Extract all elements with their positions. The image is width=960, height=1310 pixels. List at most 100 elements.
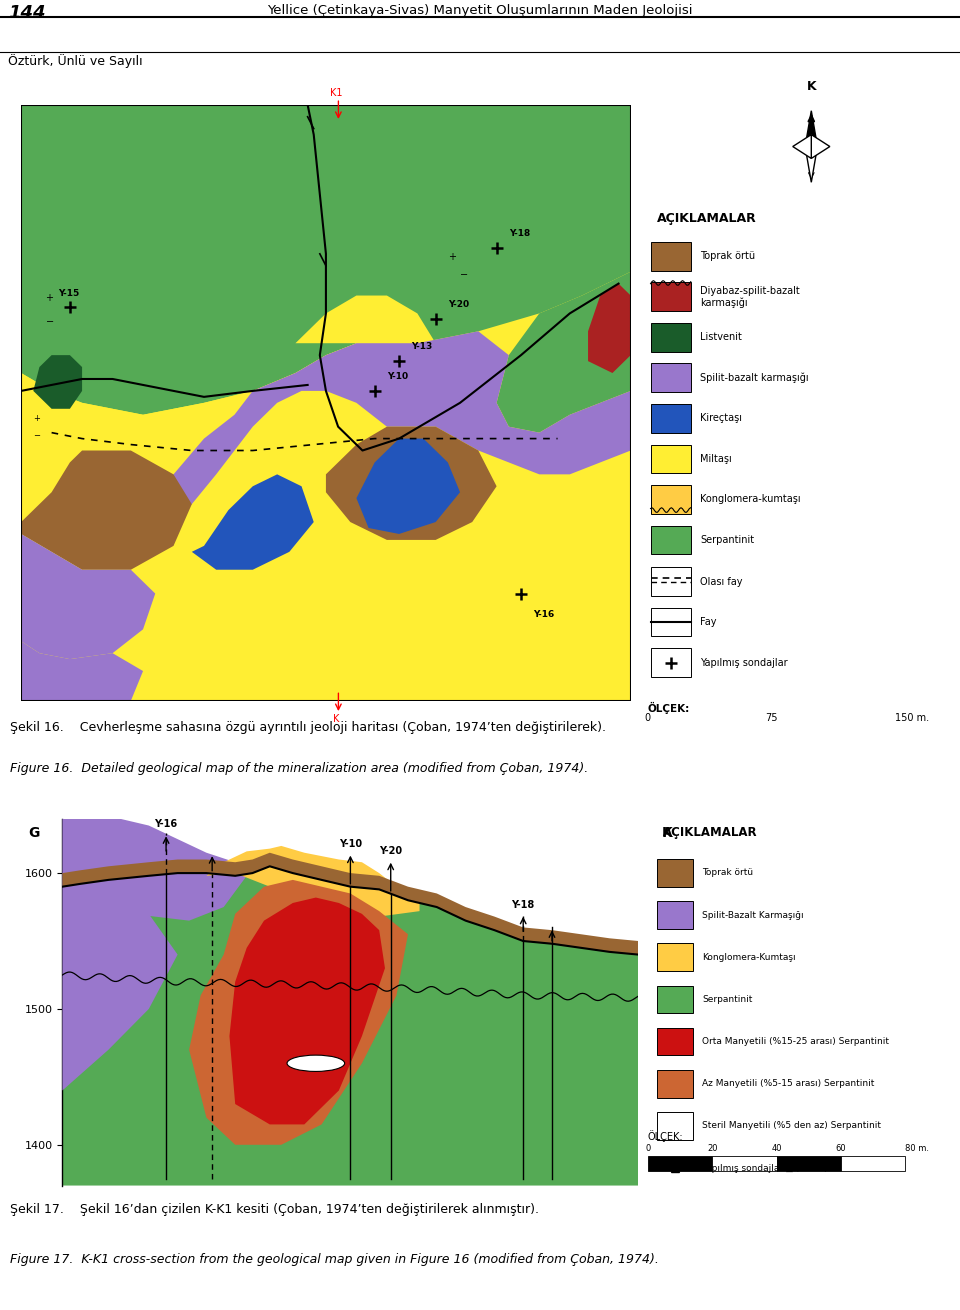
Bar: [651, 648, 691, 677]
Polygon shape: [805, 147, 818, 182]
Polygon shape: [62, 866, 638, 1186]
Text: Toprak örtü: Toprak örtü: [703, 869, 754, 878]
Text: Diyabaz-spilit-bazalt
karmaşığı: Diyabaz-spilit-bazalt karmaşığı: [700, 286, 800, 308]
Text: 0: 0: [644, 713, 651, 723]
Text: +: +: [45, 293, 54, 304]
Bar: [651, 444, 691, 473]
Text: Y-10: Y-10: [387, 372, 408, 381]
Polygon shape: [156, 331, 631, 521]
Polygon shape: [21, 343, 418, 534]
Bar: [651, 283, 691, 310]
Text: Y-16: Y-16: [155, 819, 178, 829]
Text: Fay: Fay: [700, 617, 716, 627]
Text: −: −: [45, 317, 54, 328]
Text: 75: 75: [765, 713, 778, 723]
Polygon shape: [21, 451, 192, 570]
Text: Orta Manyetili (%15-25 arası) Serpantinit: Orta Manyetili (%15-25 arası) Serpantini…: [703, 1038, 889, 1047]
Text: Toprak örtü: Toprak örtü: [700, 252, 756, 261]
Text: Figure 16.  Detailed geological map of the mineralization area (modified from Ço: Figure 16. Detailed geological map of th…: [10, 762, 588, 776]
Bar: [651, 525, 691, 554]
Text: Y-10: Y-10: [339, 838, 362, 849]
Ellipse shape: [287, 1055, 345, 1072]
Bar: [651, 324, 691, 351]
Text: Figure 17.  K-K1 cross-section from the geological map given in Figure 16 (modif: Figure 17. K-K1 cross-section from the g…: [10, 1252, 659, 1265]
Text: 150 m.: 150 m.: [895, 713, 929, 723]
Polygon shape: [296, 296, 436, 362]
Text: 144: 144: [8, 4, 45, 22]
Text: +: +: [447, 252, 456, 262]
Text: Yellice (Çetinkaya-Sivas) Manyetit Oluşumlarının Maden Jeolojisi: Yellice (Çetinkaya-Sivas) Manyetit Oluşu…: [267, 4, 693, 17]
Polygon shape: [34, 355, 82, 409]
Text: −: −: [34, 431, 40, 440]
Text: Y-13: Y-13: [411, 342, 433, 351]
Text: Spilit-bazalt karmaşığı: Spilit-bazalt karmaşığı: [700, 372, 808, 383]
Text: +: +: [34, 414, 40, 423]
Text: Miltaşı: Miltaşı: [700, 453, 732, 464]
Text: Öztürk, Ünlü ve Sayılı: Öztürk, Ünlü ve Sayılı: [8, 54, 143, 68]
Bar: [651, 567, 691, 596]
Text: Serpantinit: Serpantinit: [700, 534, 755, 545]
Polygon shape: [793, 135, 811, 159]
Text: 0: 0: [645, 1144, 651, 1153]
Bar: [841, 1157, 905, 1171]
Polygon shape: [805, 111, 818, 147]
Bar: [651, 242, 691, 270]
Bar: [651, 608, 691, 637]
Text: Kireçtaşı: Kireçtaşı: [700, 414, 742, 423]
Text: Y-18: Y-18: [512, 900, 535, 909]
Text: Y-20: Y-20: [447, 300, 469, 309]
Polygon shape: [62, 853, 638, 955]
Text: K1: K1: [329, 88, 343, 98]
Polygon shape: [192, 474, 314, 570]
Text: Listvenit: Listvenit: [700, 333, 742, 342]
Text: Serpantinit: Serpantinit: [703, 994, 753, 1003]
Polygon shape: [21, 105, 631, 701]
Bar: [657, 901, 693, 929]
Polygon shape: [21, 534, 156, 659]
Text: Spilit-Bazalt Karmaşığı: Spilit-Bazalt Karmaşığı: [703, 910, 804, 920]
Bar: [657, 943, 693, 971]
Polygon shape: [811, 135, 829, 159]
Text: 80 m.: 80 m.: [905, 1144, 929, 1153]
Polygon shape: [229, 897, 385, 1124]
Polygon shape: [21, 105, 631, 415]
Bar: [651, 403, 691, 432]
Bar: [648, 1157, 712, 1171]
Text: Y-18: Y-18: [509, 229, 530, 238]
Bar: [777, 1157, 841, 1171]
Text: K: K: [333, 714, 339, 724]
Text: 60: 60: [835, 1144, 846, 1153]
Bar: [771, 726, 895, 744]
Text: K: K: [806, 80, 816, 93]
Text: G: G: [28, 825, 39, 840]
Text: Olası fay: Olası fay: [700, 576, 742, 587]
Polygon shape: [356, 439, 460, 534]
Bar: [657, 985, 693, 1013]
Polygon shape: [326, 427, 496, 540]
Text: Konglomera-kumtaşı: Konglomera-kumtaşı: [700, 494, 801, 504]
Text: ÖLÇEK:: ÖLÇEK:: [647, 702, 689, 714]
Polygon shape: [21, 642, 143, 701]
Text: AÇIKLAMALAR: AÇIKLAMALAR: [657, 212, 756, 225]
Text: Şekil 17.    Şekil 16’dan çizilen K-K1 kesiti (Çoban, 1974’ten değiştirilerek al: Şekil 17. Şekil 16’dan çizilen K-K1 kesi…: [10, 1203, 539, 1216]
Text: Y-20: Y-20: [379, 846, 402, 855]
Text: Yapılmış sondajlar: Yapılmış sondajlar: [700, 658, 787, 668]
Polygon shape: [62, 819, 247, 921]
Bar: [651, 363, 691, 392]
Text: 40: 40: [771, 1144, 781, 1153]
Text: Az Manyetili (%5-15 arası) Serpantinit: Az Manyetili (%5-15 arası) Serpantinit: [703, 1079, 875, 1089]
Bar: [647, 726, 771, 744]
Polygon shape: [588, 284, 631, 373]
Text: Y-15: Y-15: [58, 288, 79, 297]
Text: Steril Manyetili (%5 den az) Serpantinit: Steril Manyetili (%5 den az) Serpantinit: [703, 1121, 881, 1131]
Polygon shape: [189, 880, 408, 1145]
Polygon shape: [206, 846, 420, 917]
Text: Yapılmış sondajlar ▲ ( Y-10 ): Yapılmış sondajlar ▲ ( Y-10 ): [703, 1163, 828, 1172]
Bar: [657, 1028, 693, 1056]
Text: −: −: [460, 270, 468, 279]
Text: Y-16: Y-16: [533, 610, 555, 620]
Polygon shape: [62, 887, 178, 1090]
Text: K: K: [661, 825, 673, 840]
Bar: [712, 1157, 777, 1171]
Bar: [657, 1112, 693, 1140]
